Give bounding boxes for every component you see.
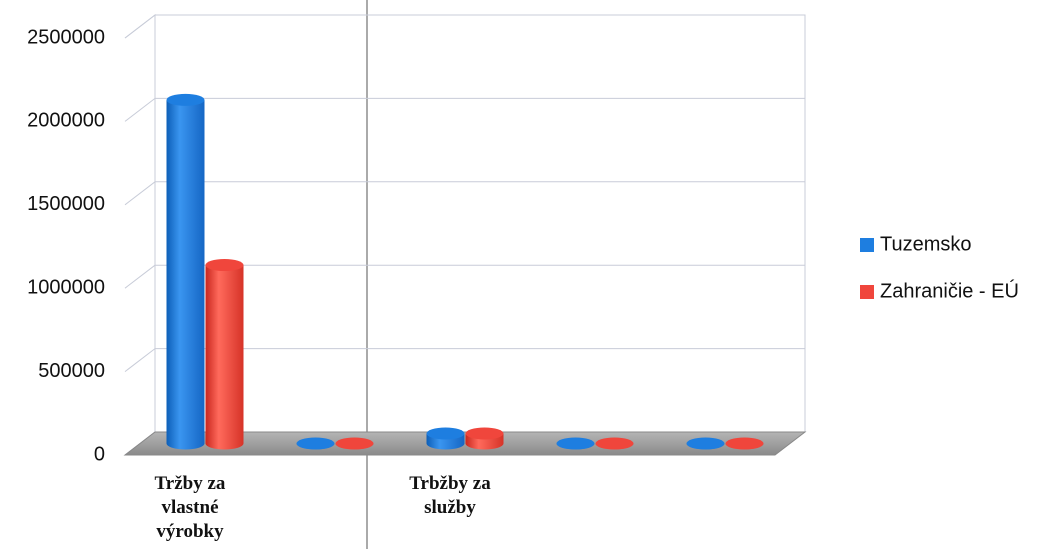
bar-top — [166, 93, 205, 106]
grid-line-side — [124, 264, 156, 289]
bar-top — [686, 437, 725, 450]
legend-label: Zahraničie - EÚ — [880, 279, 1019, 302]
bar — [205, 259, 244, 450]
bar — [296, 437, 335, 450]
y-tick-label: 1000000 — [27, 276, 105, 298]
x-tick-label: Tržby za vlastné výrobky — [154, 473, 226, 542]
bar — [725, 437, 764, 450]
bar-top — [465, 427, 504, 440]
bar — [166, 93, 205, 450]
bar-top — [725, 437, 764, 450]
y-tick-label: 1500000 — [27, 193, 105, 215]
back-wall — [154, 14, 806, 433]
y-tick-label: 2500000 — [27, 26, 105, 48]
bar — [465, 427, 504, 450]
legend-label: Tuzemsko — [880, 233, 972, 255]
bar — [686, 437, 725, 450]
y-tick-label: 2000000 — [27, 110, 105, 132]
bar — [595, 437, 634, 450]
bar-top — [595, 437, 634, 450]
bar-top — [426, 427, 465, 440]
floor — [123, 431, 807, 456]
bar — [335, 437, 374, 450]
bar-top — [556, 437, 595, 450]
grid-line-side — [124, 98, 156, 122]
bar-body — [166, 99, 205, 450]
bar — [556, 437, 595, 450]
y-tick-label: 500000 — [38, 360, 105, 382]
grid-line-side — [124, 181, 156, 206]
y-tick-label: 0 — [94, 443, 105, 465]
grid-line-side — [124, 348, 156, 372]
grid-line-side — [124, 14, 156, 39]
bar-top — [205, 259, 244, 272]
legend-swatch — [860, 285, 874, 299]
bar — [426, 427, 465, 450]
bar-body — [205, 265, 244, 450]
bar-top — [335, 437, 374, 450]
bar-top — [296, 437, 335, 450]
x-tick-label: Trbžby za služby — [409, 473, 491, 518]
side-wall — [124, 13, 156, 456]
legend-swatch — [860, 238, 874, 252]
